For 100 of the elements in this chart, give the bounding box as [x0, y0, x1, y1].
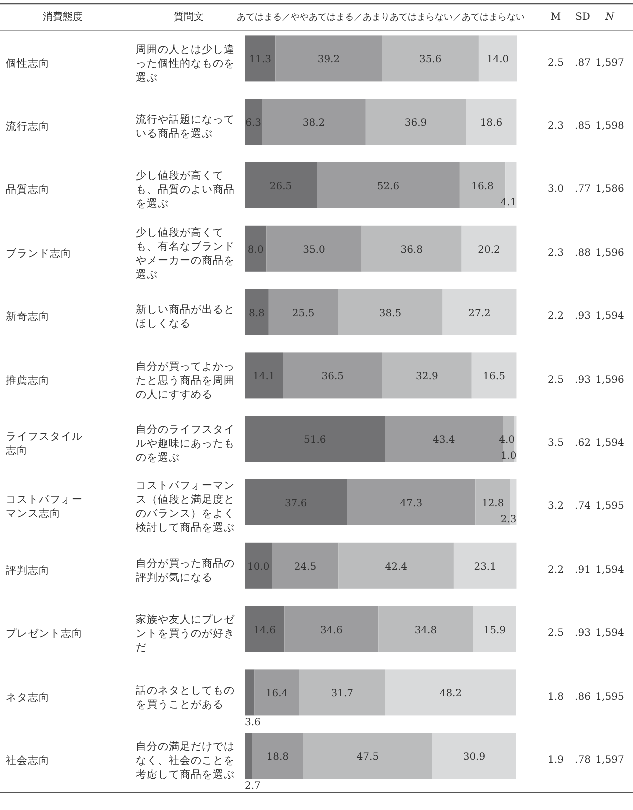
bar	[362, 226, 462, 272]
bar	[252, 733, 304, 780]
bar	[245, 670, 255, 716]
text: 1.9	[548, 754, 564, 768]
data-label: 34.6	[320, 625, 343, 636]
data-label: 16.5	[483, 372, 506, 383]
text: 1,596	[596, 246, 624, 261]
bar	[472, 352, 517, 399]
data-label: 3.6	[245, 718, 261, 729]
data-label: 25.5	[292, 308, 315, 320]
bar	[378, 606, 474, 652]
text: 2.5	[548, 374, 564, 388]
data-label: 2.7	[245, 781, 261, 792]
y-tick-label: 個性志向	[6, 56, 50, 71]
data-label: 47.3	[400, 498, 423, 510]
data-label: 48.2	[440, 688, 462, 700]
text: 自分が買ってよかったと思う商品を周囲の人にすすめる	[136, 360, 236, 402]
text: 自分の満足だけではなく、社会のことを考慮して商品を選ぶ	[136, 740, 236, 782]
data-label: 23.1	[474, 562, 496, 573]
data-label: 32.9	[416, 372, 438, 383]
bar	[245, 226, 267, 272]
text: 1,594	[596, 564, 624, 578]
data-label: 2.3	[500, 514, 517, 526]
bar	[466, 99, 517, 146]
data-label: 18.8	[266, 752, 290, 764]
text: N	[606, 11, 614, 25]
text: 2.2	[548, 564, 564, 578]
data-label: 8.8	[249, 308, 265, 320]
data-label: 20.2	[478, 244, 500, 256]
data-label: 6.3	[246, 118, 262, 130]
bar	[283, 352, 382, 399]
text: .62	[575, 437, 591, 452]
data-label: 36.9	[404, 118, 428, 130]
text: .93	[575, 374, 591, 388]
bar	[462, 226, 517, 272]
bar	[245, 416, 386, 462]
y-tick-label: コストパフォーマンス志向	[6, 493, 84, 522]
text: 1,598	[596, 120, 624, 134]
text: 3.0	[548, 183, 564, 198]
y-tick-label: 社会志向	[6, 754, 50, 768]
text: 1,597	[596, 754, 624, 768]
text: 1,594	[596, 437, 624, 452]
text: .86	[575, 690, 591, 705]
bar	[454, 542, 517, 589]
bar	[245, 480, 348, 526]
bar	[284, 606, 379, 652]
data-label: 38.2	[302, 118, 326, 130]
data-label: 47.5	[356, 752, 380, 764]
text: M	[550, 11, 562, 25]
text: .93	[575, 310, 591, 324]
data-label: 36.5	[322, 372, 344, 383]
text: .87	[575, 56, 591, 71]
bar	[473, 606, 516, 652]
data-label: 42.4	[385, 562, 408, 573]
text: 家族や友人にプレゼントを買うのが好きだ	[136, 613, 236, 656]
data-label: 36.8	[400, 244, 423, 256]
bar	[382, 36, 479, 82]
data-label: 51.6	[304, 435, 326, 446]
bar	[245, 36, 276, 82]
data-label: 35.0	[303, 244, 326, 256]
text: 話のネタとしてものを買うことがある	[136, 684, 236, 712]
text: 1,586	[596, 183, 624, 198]
text: 少し値段が高くても、品質のよい商品を選ぶ	[136, 169, 236, 212]
bar	[272, 542, 339, 589]
bar	[245, 99, 262, 146]
bar	[254, 670, 300, 716]
data-label: 16.8	[472, 182, 494, 192]
data-label: 30.9	[463, 752, 486, 764]
text: 1,595	[596, 500, 624, 514]
y-tick-label: ライフスタイル志向	[6, 430, 84, 458]
bar	[382, 352, 472, 399]
data-label: 37.6	[284, 498, 308, 510]
y-tick-label: ネタ志向	[6, 690, 50, 705]
text: 流行や話題になっている商品を選ぶ	[136, 113, 236, 142]
bar	[432, 733, 516, 780]
text: 3.2	[548, 500, 564, 514]
text: 1,597	[596, 56, 624, 71]
data-label: 31.7	[331, 688, 354, 700]
text: .91	[575, 564, 591, 578]
bar	[303, 733, 432, 780]
data-label: 4.1	[500, 198, 517, 208]
text: コストパフォーマンス（値段と満足度とのバランス）をよく検討して商品を選ぶ	[136, 479, 236, 536]
y-tick-label: 新奇志向	[6, 310, 50, 324]
data-label: 14.6	[254, 625, 276, 636]
bar	[442, 289, 517, 336]
x-axis-title: あてはまる／ややあてはまる／あまりあてはまらない／あてはまらない	[237, 12, 525, 25]
bar	[245, 733, 252, 780]
bar	[478, 36, 517, 82]
text: .93	[575, 627, 591, 642]
text: 1,594	[596, 310, 624, 324]
data-label: 14.1	[253, 372, 276, 383]
bar	[268, 289, 338, 336]
text: SD	[576, 11, 590, 25]
data-label: 12.8	[482, 498, 504, 510]
data-label: 24.5	[294, 562, 317, 573]
data-label: 18.6	[480, 118, 503, 130]
text: 2.2	[548, 310, 564, 324]
text: 1,594	[596, 627, 624, 642]
text: 1,595	[596, 690, 624, 705]
y-axis-title: 消費態度	[43, 11, 83, 25]
